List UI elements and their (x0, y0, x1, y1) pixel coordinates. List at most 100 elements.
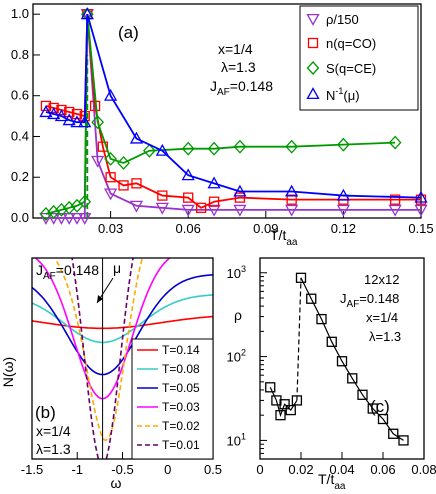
panel-a-point-2 (55, 202, 68, 217)
panel-c-point (336, 356, 348, 367)
panel-c-ylabel: ρ (234, 307, 242, 323)
panel-a-legend-marker-1 (307, 37, 319, 49)
panel-a-point-0 (70, 212, 84, 225)
panel-b-xlabel: ω (111, 475, 122, 491)
panel-c-point (291, 395, 303, 406)
panel-a-point-0 (155, 202, 169, 215)
panel-b-ylabel: N(ω) (0, 357, 16, 387)
panel-c-transition-line (296, 277, 302, 401)
panel-a-point-2 (39, 206, 53, 221)
panel-a-point-3 (80, 7, 94, 20)
panel-b-curves (32, 258, 213, 459)
panel-b-curve-5 (71, 258, 134, 459)
panel-c-point (279, 399, 290, 410)
panel-b-xtick-label: -1 (71, 462, 83, 477)
panel-a-point-0 (78, 212, 92, 225)
panel-b-curve-3 (34, 258, 171, 400)
panel-a-point-1 (97, 141, 108, 152)
panel-a-point-2 (388, 135, 402, 150)
panel-a-point-0 (54, 212, 69, 225)
panel-c-xtick-label: 0.08 (411, 462, 436, 477)
panel-a-point-1 (157, 190, 168, 201)
panel-a-point-3 (129, 131, 144, 144)
panel-a-point-0 (388, 204, 402, 217)
panel-a-point-1 (56, 104, 67, 116)
panel-a-point-0 (414, 204, 428, 217)
panel-a-point-1 (234, 192, 246, 203)
panel-c-point (285, 404, 296, 416)
panel-a-legend-markers (306, 13, 320, 100)
panel-c-point (357, 389, 368, 400)
panel-a-ytick-label: 0.4 (11, 128, 29, 143)
panel-c-line-low (269, 387, 298, 418)
panel-a-ticks: 0.03 0.06 0.09 0.12 0.15 0.0 0.2 0.4 0.6 0.8 1.0 (11, 6, 434, 236)
panel-a-annotation-lambda: λ=1.3 (221, 59, 256, 75)
panel-c-point (271, 395, 282, 406)
panel-a-point-0 (207, 204, 221, 217)
panel-a-point-3 (207, 176, 221, 189)
panel-a-point-3 (155, 143, 169, 156)
panel-a-point-2 (47, 204, 61, 219)
panel-b-legend: T=0.14 T=0.08 T=0.05 T=0.03 T=0.02 T=0.0… (131, 338, 214, 460)
panel-b-xtick-label: 0.5 (204, 462, 222, 477)
legend-entry-t008: T=0.08 (162, 362, 200, 376)
panel-c-series (265, 272, 409, 446)
panel-a-point-3 (285, 184, 299, 197)
panel-c-point (316, 313, 327, 325)
legend-entry-t003: T=0.03 (162, 400, 200, 414)
panel-c-point (275, 410, 286, 421)
panel-a-legend-marker-0 (306, 13, 320, 26)
panel-a-frame (32, 3, 422, 219)
panel-a-point-2 (207, 141, 221, 156)
panel-a-point-1 (131, 178, 142, 189)
panel-a-annotation-x: x=1/4 (218, 41, 253, 57)
panel-a-point-2 (91, 115, 105, 130)
legend-entry-t002: T=0.02 (162, 419, 200, 433)
legend-entry-nco: n(q=CO) (326, 36, 376, 51)
panel-a-point-0 (91, 155, 105, 168)
legend-entry-rho: ρ/150 (326, 12, 359, 27)
panel-a-ytick-label: 0.0 (11, 210, 29, 225)
panel-a-point-1 (118, 180, 129, 191)
panel-c-xtick-label: 0.02 (288, 462, 313, 477)
panel-b-label: (b) (35, 403, 56, 422)
panel-b-annotation-lambda: λ=1.3 (36, 441, 71, 457)
panel-a-point-2 (104, 151, 117, 166)
panel-c-point (295, 272, 307, 283)
panel-a-point-2 (78, 194, 92, 209)
panel-a: 0.03 0.06 0.09 0.12 0.15 0.0 0.2 0.4 0.6 0.8 1.0 (… (11, 3, 434, 248)
panel-a-point-2 (233, 139, 247, 154)
panel-a-ytick-label: 0.6 (11, 88, 29, 103)
legend-entry-sce: S(q=CE) (326, 61, 376, 76)
panel-c-point (306, 293, 317, 304)
panel-a-point-2 (181, 141, 195, 156)
panel-b-annotation-x: x=1/4 (36, 423, 71, 439)
panel-c-xlabel: T/taa (318, 471, 346, 492)
panel-c-point (265, 382, 276, 393)
panel-a-point-3 (181, 168, 195, 181)
panel-a-point-1 (183, 192, 194, 203)
panel-a-point-3 (414, 190, 428, 203)
panel-a-point-1 (389, 194, 401, 205)
panel-c-ytick-label: 102 (227, 348, 246, 365)
panel-a-ytick-label: 1.0 (11, 6, 29, 21)
panel-c-annotation-x: x=1/4 (366, 310, 398, 325)
panel-a-point-0 (233, 204, 247, 217)
legend-entry-t014: T=0.14 (162, 343, 200, 357)
panel-a-xlabel: T/taa (270, 227, 298, 248)
panel-a-point-3 (78, 115, 92, 128)
panel-b-curve-2 (32, 274, 213, 376)
panel-c-annotation-jaf: JAF=0.148 (340, 291, 399, 310)
panel-a-point-1 (71, 108, 83, 120)
panel-a-annotation-jaf: JAF=0.148 (210, 78, 273, 98)
panel-b-legend-lines (137, 349, 158, 446)
panel-a-point-3 (70, 115, 84, 128)
panel-a-point-1 (40, 100, 52, 112)
panel-a-point-3 (39, 105, 53, 118)
panel-c-point (367, 403, 378, 414)
panel-a-point-1 (48, 102, 59, 114)
panel-a-legend-marker-2 (306, 61, 320, 75)
panel-a-point-1 (195, 202, 207, 213)
panel-b-xtick-label: -1.5 (21, 462, 43, 477)
